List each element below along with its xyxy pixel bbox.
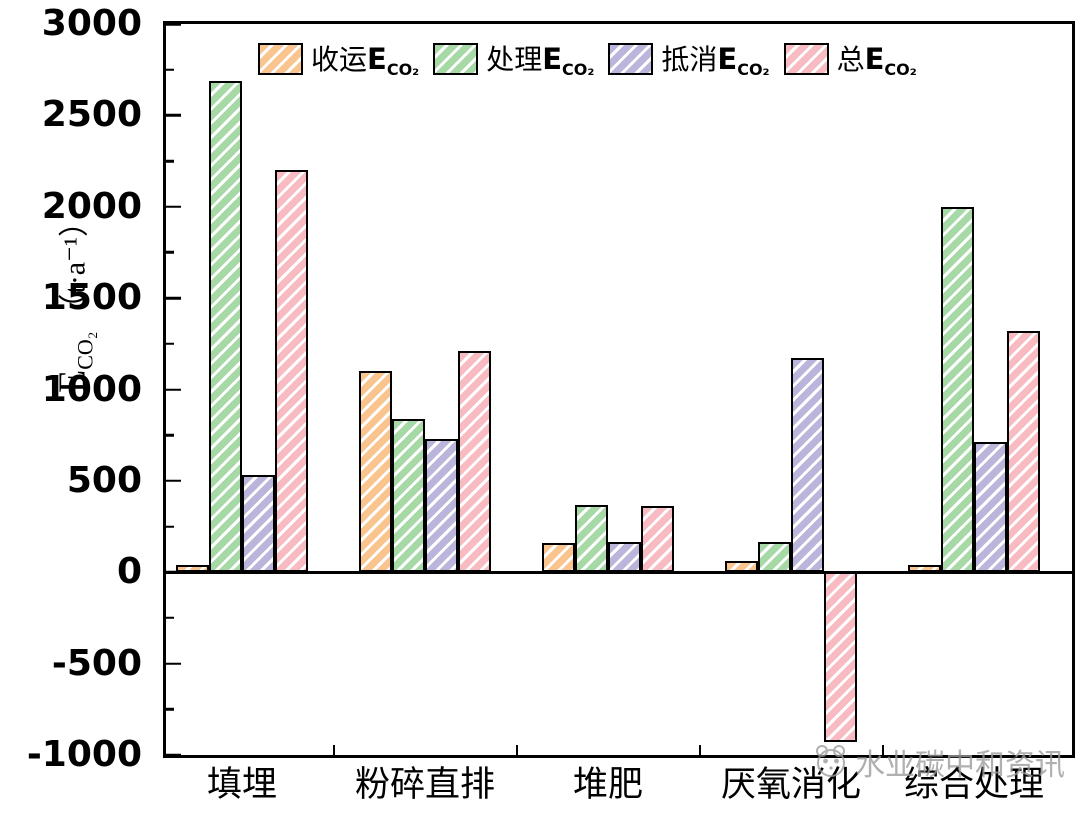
y-minor-tick [166,433,174,437]
y-tick-label: 2500 [41,94,142,136]
category-boundary-tick [332,745,335,755]
y-major-tick [166,296,181,300]
bar-总-粉碎直排 [458,351,491,573]
bar-总-综合处理 [1007,331,1040,573]
bar-处理-综合处理 [941,206,974,573]
legend-swatch-抵消 [608,42,654,75]
legend-label-收运: 收运ECO₂ [311,42,420,79]
bar-抵消-厌氧消化 [791,358,824,573]
y-tick-label: -500 [51,642,142,684]
legend-item-抵消: 抵消ECO₂ [608,38,770,79]
bar-收运-粉碎直排 [359,371,392,573]
bar-处理-堆肥 [575,504,608,573]
y-minor-tick [166,708,174,711]
legend: 收运ECO₂ 处理ECO₂ 抵消ECO₂ 总ECO₂ [258,38,917,79]
bar-总-填埋 [275,170,308,573]
y-tick-label: 500 [66,459,142,501]
category-boundary-tick [698,745,701,755]
bar-抵消-填埋 [242,475,275,573]
legend-label-总: 总ECO₂ [836,42,917,79]
x-tick-label-堆肥: 堆肥 [572,765,643,804]
bar-总-堆肥 [641,506,674,573]
legend-swatch-处理 [433,42,479,75]
y-major-tick [166,205,181,208]
y-minor-tick [166,251,174,254]
legend-item-收运: 收运ECO₂ [258,38,419,79]
bar-抵消-综合处理 [974,441,1007,573]
y-major-tick [166,479,181,483]
bar-处理-粉碎直排 [392,418,425,573]
y-major-tick [166,388,181,391]
plot-area: 收运ECO₂ 处理ECO₂ 抵消ECO₂ 总ECO₂ [163,21,1075,758]
bar-处理-填埋 [209,80,242,573]
legend-swatch-总 [783,42,829,75]
bar-抵消-粉碎直排 [425,438,458,573]
y-tick-label: 3000 [41,3,142,44]
x-tick-label-厌氧消化: 厌氧消化 [720,765,861,804]
y-major-tick [166,22,181,26]
y-minor-tick [166,159,174,163]
panda-logo-icon [816,745,845,777]
y-minor-tick [166,342,174,346]
y-major-tick [166,114,181,117]
y-minor-tick [166,616,174,620]
bar-收运-堆肥 [542,543,575,573]
x-tick-label-粉碎直排: 粉碎直排 [354,765,495,804]
y-tick-label: -1000 [26,734,142,775]
y-tick-label: 1000 [41,368,142,410]
bar-处理-厌氧消化 [758,542,791,573]
x-tick-label-综合处理: 综合处理 [903,765,1044,804]
zero-axis-line [166,570,1072,574]
y-tick-label: 2000 [41,185,142,227]
y-minor-tick [166,525,174,528]
legend-label-处理: 处理ECO₂ [486,42,595,79]
y-tick-label: 0 [116,551,142,593]
legend-item-处理: 处理ECO₂ [433,38,594,79]
y-tick-label: 1500 [41,277,142,319]
y-major-tick [166,753,181,757]
legend-item-总: 总ECO₂ [783,38,917,79]
legend-label-抵消: 抵消ECO₂ [661,42,770,79]
bar-总-厌氧消化 [824,572,857,743]
legend-swatch-收运 [258,42,303,75]
watermark: 水业碳中和资讯 [812,740,1065,784]
category-boundary-tick [515,745,518,755]
x-tick-label-填埋: 填埋 [206,765,277,804]
category-boundary-tick [881,745,884,755]
y-major-tick [166,662,181,665]
y-tick-labels: 3000 2500 2000 1500 1000 500 0 -500 -1000 [0,3,148,775]
bar-抵消-堆肥 [608,542,641,573]
watermark-text: 水业碳中和资讯 [855,749,1065,782]
y-minor-tick [166,68,174,71]
